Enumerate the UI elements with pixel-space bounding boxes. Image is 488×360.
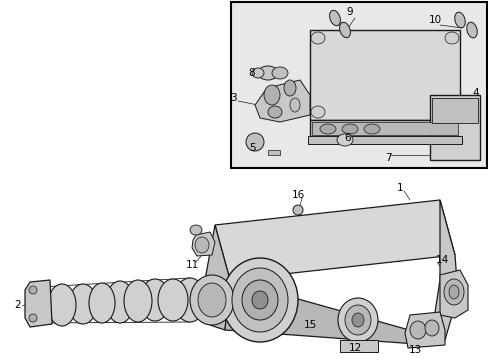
Ellipse shape bbox=[337, 298, 377, 342]
Bar bbox=[339, 340, 377, 352]
Text: 7: 7 bbox=[384, 153, 390, 163]
Ellipse shape bbox=[351, 313, 363, 327]
Text: 12: 12 bbox=[347, 343, 361, 353]
Ellipse shape bbox=[336, 134, 352, 146]
Bar bbox=[230, 2, 486, 168]
Text: 10: 10 bbox=[427, 15, 441, 25]
Bar bbox=[309, 120, 459, 138]
Ellipse shape bbox=[258, 66, 278, 80]
Ellipse shape bbox=[89, 283, 115, 323]
Ellipse shape bbox=[345, 305, 370, 335]
Polygon shape bbox=[204, 225, 229, 330]
Ellipse shape bbox=[292, 205, 303, 215]
Ellipse shape bbox=[448, 285, 458, 299]
Ellipse shape bbox=[29, 287, 55, 323]
Ellipse shape bbox=[310, 32, 325, 44]
Ellipse shape bbox=[198, 283, 225, 317]
Text: 1: 1 bbox=[396, 183, 403, 193]
Bar bbox=[267, 150, 280, 155]
Polygon shape bbox=[404, 312, 444, 348]
Text: 11: 11 bbox=[185, 260, 198, 270]
Polygon shape bbox=[224, 280, 444, 345]
Ellipse shape bbox=[443, 279, 463, 305]
Bar bbox=[307, 136, 461, 144]
Ellipse shape bbox=[363, 124, 379, 134]
Ellipse shape bbox=[195, 237, 208, 253]
Ellipse shape bbox=[466, 22, 476, 38]
Ellipse shape bbox=[409, 321, 425, 339]
Ellipse shape bbox=[329, 10, 340, 26]
Ellipse shape bbox=[190, 275, 234, 325]
Ellipse shape bbox=[29, 286, 37, 294]
Ellipse shape bbox=[106, 281, 134, 323]
Polygon shape bbox=[429, 200, 457, 345]
Text: 8: 8 bbox=[248, 68, 255, 78]
Ellipse shape bbox=[124, 280, 152, 322]
Text: 3: 3 bbox=[229, 93, 236, 103]
Text: 6: 6 bbox=[344, 133, 350, 143]
Ellipse shape bbox=[140, 279, 170, 321]
Bar bbox=[431, 98, 477, 123]
Ellipse shape bbox=[251, 68, 264, 78]
Polygon shape bbox=[215, 200, 454, 280]
Ellipse shape bbox=[29, 314, 37, 322]
Text: 14: 14 bbox=[434, 255, 447, 265]
Ellipse shape bbox=[69, 284, 97, 324]
Text: 5: 5 bbox=[249, 143, 256, 153]
Text: 4: 4 bbox=[472, 88, 478, 98]
Ellipse shape bbox=[231, 268, 287, 332]
Ellipse shape bbox=[245, 133, 264, 151]
Ellipse shape bbox=[242, 280, 278, 320]
Ellipse shape bbox=[339, 22, 350, 38]
Ellipse shape bbox=[424, 320, 438, 336]
Text: 9: 9 bbox=[346, 7, 353, 17]
Ellipse shape bbox=[48, 284, 76, 326]
Polygon shape bbox=[439, 270, 467, 318]
Polygon shape bbox=[254, 80, 309, 122]
Ellipse shape bbox=[341, 124, 357, 134]
Text: 15: 15 bbox=[303, 320, 316, 330]
Ellipse shape bbox=[267, 106, 282, 118]
Ellipse shape bbox=[444, 32, 458, 44]
Ellipse shape bbox=[310, 106, 325, 118]
Polygon shape bbox=[192, 232, 215, 256]
Ellipse shape bbox=[444, 106, 458, 118]
Ellipse shape bbox=[174, 278, 205, 322]
Text: 2: 2 bbox=[15, 300, 21, 310]
Polygon shape bbox=[25, 280, 52, 327]
Ellipse shape bbox=[284, 80, 295, 96]
Ellipse shape bbox=[454, 12, 464, 28]
Ellipse shape bbox=[222, 258, 297, 342]
Ellipse shape bbox=[271, 67, 287, 79]
Text: 16: 16 bbox=[291, 190, 304, 200]
Ellipse shape bbox=[319, 124, 335, 134]
Bar bbox=[311, 122, 457, 135]
Ellipse shape bbox=[158, 279, 187, 321]
Ellipse shape bbox=[190, 225, 202, 235]
Bar bbox=[309, 30, 459, 120]
Bar bbox=[429, 95, 479, 160]
Ellipse shape bbox=[264, 85, 280, 105]
Ellipse shape bbox=[251, 291, 267, 309]
Ellipse shape bbox=[289, 98, 299, 112]
Text: 13: 13 bbox=[407, 345, 421, 355]
